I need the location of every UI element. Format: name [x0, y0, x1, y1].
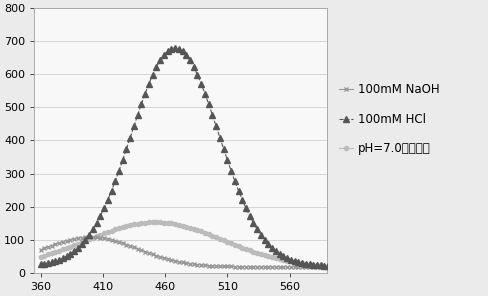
100mM HCl	[161, 53, 167, 57]
100mM NaOH	[38, 248, 43, 252]
Line: 100mM NaOH: 100mM NaOH	[38, 235, 331, 269]
pH=7.0的缓冲液	[164, 221, 170, 225]
100mM HCl	[56, 258, 62, 262]
100mM NaOH	[325, 265, 331, 269]
100mM NaOH	[86, 235, 92, 239]
Legend: 100mM NaOH, 100mM HCl, pH=7.0的缓冲液: 100mM NaOH, 100mM HCl, pH=7.0的缓冲液	[339, 83, 439, 155]
pH=7.0的缓冲液	[131, 223, 137, 226]
100mM HCl	[187, 59, 193, 62]
100mM HCl	[325, 264, 331, 268]
100mM NaOH	[164, 257, 170, 261]
100mM HCl	[172, 46, 178, 50]
Line: pH=7.0的缓冲液: pH=7.0的缓冲液	[39, 220, 330, 268]
pH=7.0的缓冲液	[86, 237, 92, 241]
100mM NaOH	[90, 235, 96, 239]
100mM NaOH	[135, 247, 141, 251]
100mM HCl	[86, 233, 92, 237]
Line: 100mM HCl: 100mM HCl	[38, 45, 331, 269]
pH=7.0的缓冲液	[56, 249, 62, 252]
pH=7.0的缓冲液	[247, 249, 253, 252]
100mM NaOH	[187, 262, 193, 266]
pH=7.0的缓冲液	[153, 221, 159, 224]
100mM NaOH	[56, 241, 62, 245]
pH=7.0的缓冲液	[325, 264, 331, 268]
100mM NaOH	[247, 265, 253, 268]
100mM HCl	[131, 124, 137, 128]
100mM HCl	[38, 263, 43, 266]
pH=7.0的缓冲液	[38, 255, 43, 258]
pH=7.0的缓冲液	[187, 226, 193, 229]
100mM HCl	[247, 214, 253, 218]
